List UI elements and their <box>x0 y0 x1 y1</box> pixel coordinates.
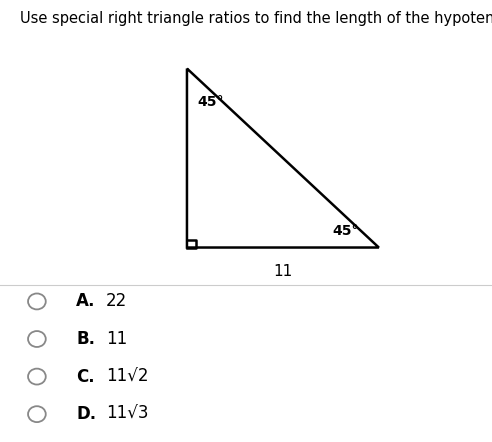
Text: 45°: 45° <box>333 224 359 238</box>
Text: 11: 11 <box>106 330 127 348</box>
Text: A.: A. <box>76 293 96 310</box>
Text: 11√2: 11√2 <box>106 368 148 385</box>
Text: B.: B. <box>76 330 95 348</box>
Text: 45°: 45° <box>198 95 224 109</box>
Text: D.: D. <box>76 405 96 423</box>
Text: 11: 11 <box>273 264 293 279</box>
Text: 11√3: 11√3 <box>106 405 148 423</box>
Text: Use special right triangle ratios to find the length of the hypotenuse.: Use special right triangle ratios to fin… <box>20 11 492 26</box>
Text: 22: 22 <box>106 293 127 310</box>
Text: C.: C. <box>76 368 95 385</box>
